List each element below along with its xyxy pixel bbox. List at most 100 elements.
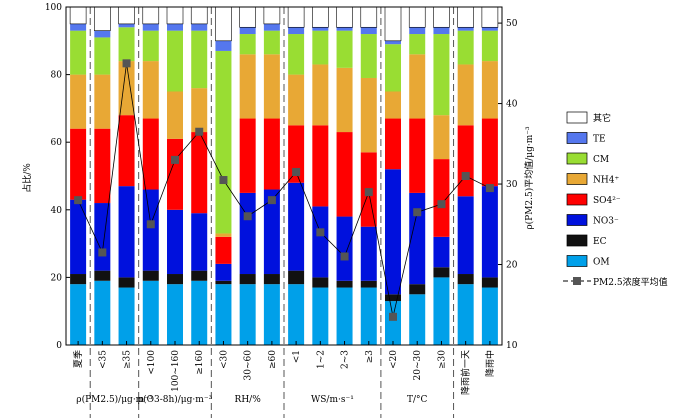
bar-segment-其它-17 bbox=[481, 6, 499, 28]
bar-segment-其它-13 bbox=[384, 6, 402, 42]
plot-frame bbox=[65, 6, 503, 346]
bar-segment-EC-12 bbox=[360, 280, 377, 288]
pm25-marker-15 bbox=[437, 200, 446, 209]
bar-segment-其它-8 bbox=[263, 6, 281, 25]
bar-segment-NO3⁻-8 bbox=[263, 189, 280, 275]
bar-segment-SO4²⁻-8 bbox=[263, 118, 280, 190]
bar-segment-EC-9 bbox=[288, 270, 305, 285]
bar-segment-CM-11 bbox=[336, 30, 353, 68]
legend-label-6: EC bbox=[593, 237, 607, 247]
bar-segment-TE-13 bbox=[385, 40, 401, 45]
bar-segment-EC-0 bbox=[70, 274, 87, 285]
pm25-marker-17 bbox=[485, 184, 494, 193]
bar-segment-TE-14 bbox=[409, 27, 426, 35]
bar-segment-NH4⁺-7 bbox=[239, 54, 256, 119]
bar-segment-OM-14 bbox=[409, 294, 426, 345]
bar-segment-其它-9 bbox=[287, 6, 305, 28]
bar-segment-TE-16 bbox=[457, 27, 474, 31]
bar-segment-OM-4 bbox=[167, 284, 183, 345]
y2-tick-label-2: 30 bbox=[506, 180, 518, 190]
bar-segment-SO4²⁻-6 bbox=[215, 236, 232, 264]
y-tick-label-5: 100 bbox=[45, 3, 62, 13]
bar-segment-NH4⁺-5 bbox=[191, 88, 208, 133]
legend-swatch-6 bbox=[566, 234, 588, 247]
bar-segment-OM-6 bbox=[215, 284, 232, 345]
bar-segment-OM-5 bbox=[191, 280, 208, 345]
group-label-0: ρ(PM2.5)/μg·m⁻³ bbox=[76, 394, 153, 405]
bar-segment-TE-12 bbox=[360, 27, 377, 35]
bar-segment-NO3⁻-6 bbox=[215, 263, 232, 281]
bar-segment-NO3⁻-3 bbox=[142, 189, 159, 271]
bar-segment-NO3⁻-14 bbox=[409, 192, 426, 285]
bar-segment-SO4²⁻-10 bbox=[312, 125, 329, 207]
category-label-17: 降雨中 bbox=[484, 350, 496, 377]
bar-segment-CM-6 bbox=[215, 50, 232, 234]
bar-segment-OM-17 bbox=[481, 287, 498, 345]
bar-segment-CM-14 bbox=[409, 34, 426, 55]
category-label-10: 1~2 bbox=[316, 350, 326, 369]
bar-segment-TE-0 bbox=[70, 23, 87, 31]
bar-segment-EC-11 bbox=[336, 280, 353, 288]
bar-segment-TE-1 bbox=[94, 30, 111, 38]
bar-segment-NO3⁻-5 bbox=[191, 213, 208, 271]
bar-segment-SO4²⁻-15 bbox=[433, 159, 450, 237]
bar-segment-其它-12 bbox=[360, 6, 378, 28]
pm25-marker-1 bbox=[98, 248, 107, 257]
bar-segment-TE-7 bbox=[239, 27, 256, 35]
category-label-3: <100 bbox=[147, 350, 157, 375]
bar-segment-其它-3 bbox=[142, 6, 160, 25]
bar-segment-NH4⁺-4 bbox=[167, 91, 183, 139]
bar-segment-EC-6 bbox=[215, 280, 232, 285]
group-label-4: T/°C bbox=[407, 395, 428, 405]
category-label-16: 降雨前一天 bbox=[460, 350, 472, 395]
category-label-8: ≥60 bbox=[268, 350, 278, 369]
pm25-marker-12 bbox=[364, 188, 373, 197]
bar-segment-EC-8 bbox=[263, 274, 280, 285]
bar-segment-CM-3 bbox=[142, 30, 159, 62]
category-label-11: 2~3 bbox=[341, 350, 351, 369]
bar-segment-TE-3 bbox=[142, 23, 159, 31]
category-label-13: <20 bbox=[389, 350, 399, 369]
category-label-0: 夏季 bbox=[72, 350, 84, 368]
bar-segment-OM-11 bbox=[336, 287, 353, 345]
bar-segment-TE-17 bbox=[481, 27, 498, 31]
bar-segment-TE-9 bbox=[288, 27, 305, 35]
pm25-line bbox=[77, 63, 491, 317]
bar-segment-NO3⁻-12 bbox=[360, 226, 377, 281]
pm25-marker-14 bbox=[413, 208, 422, 217]
bar-segment-其它-5 bbox=[190, 6, 208, 25]
legend-label-7: OM bbox=[593, 258, 610, 268]
bar-segment-CM-7 bbox=[239, 34, 256, 55]
bar-segment-NO3⁻-16 bbox=[457, 196, 474, 275]
bar-segment-EC-10 bbox=[312, 277, 329, 288]
bar-segment-CM-13 bbox=[385, 44, 401, 92]
pm25-marker-16 bbox=[461, 172, 470, 180]
legend-marker-swatch bbox=[573, 277, 581, 285]
y2-tick-label-3: 40 bbox=[506, 100, 518, 110]
bar-segment-NO3⁻-10 bbox=[312, 206, 329, 278]
legend-label-2: CM bbox=[593, 155, 609, 165]
bar-segment-OM-12 bbox=[360, 287, 377, 345]
y2-tick-label-4: 50 bbox=[506, 19, 518, 29]
bar-segment-NH4⁺-15 bbox=[433, 115, 450, 160]
bar-segment-NH4⁺-10 bbox=[312, 64, 329, 126]
bar-segment-SO4²⁻-7 bbox=[239, 118, 256, 193]
bar-segment-NH4⁺-3 bbox=[142, 61, 159, 119]
bar-segment-其它-1 bbox=[94, 6, 111, 31]
y2-axis-title: ρ(PM2.5)平均值/μg·m⁻³ bbox=[523, 126, 535, 230]
category-label-15: ≥30 bbox=[437, 350, 447, 369]
pm25-marker-7 bbox=[243, 212, 252, 221]
category-label-5: ≥160 bbox=[195, 350, 205, 375]
y-tick-label-2: 40 bbox=[51, 206, 63, 216]
bar-segment-CM-4 bbox=[167, 30, 183, 92]
bar-segment-CM-1 bbox=[94, 37, 111, 75]
y2-tick-label-0: 10 bbox=[506, 341, 518, 351]
bar-segment-NH4⁺-2 bbox=[118, 61, 135, 116]
legend-label-4: SO4²⁻ bbox=[593, 196, 621, 206]
bar-segment-CM-12 bbox=[360, 34, 377, 78]
category-label-2: ≥35 bbox=[123, 350, 133, 369]
group-label-1: ρ(O3-8h)/μg·m⁻³ bbox=[138, 394, 213, 405]
bar-segment-SO4²⁻-1 bbox=[94, 128, 111, 204]
bar-segment-NO3⁻-15 bbox=[433, 236, 450, 268]
